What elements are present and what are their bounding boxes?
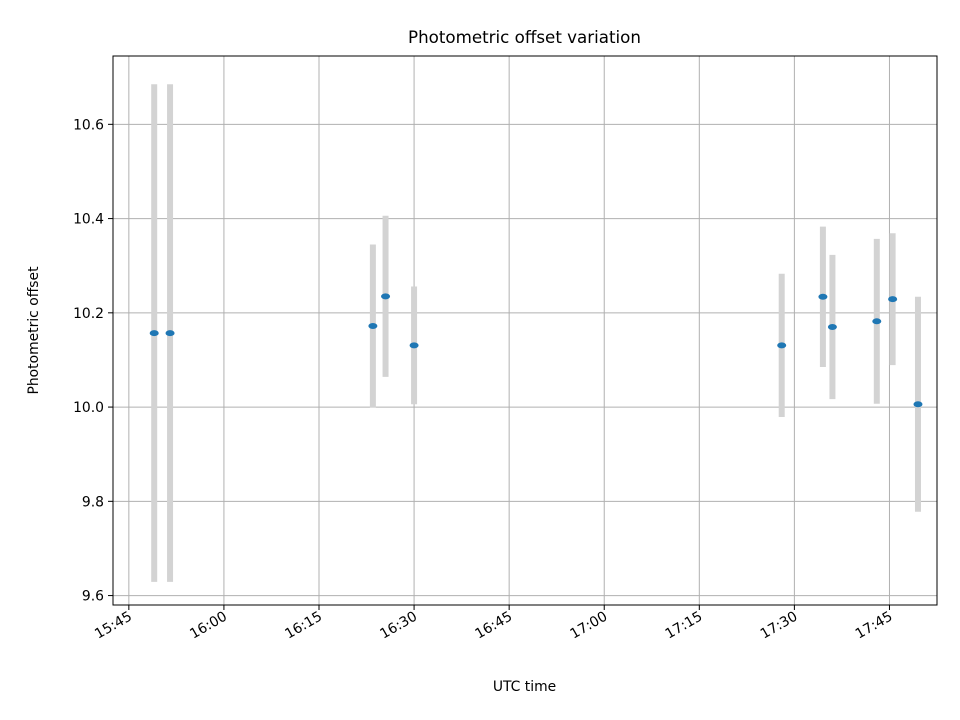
data-point bbox=[368, 323, 378, 330]
data-point bbox=[409, 342, 419, 349]
chart-title: Photometric offset variation bbox=[408, 27, 641, 47]
x-axis-label: UTC time bbox=[493, 679, 556, 695]
x-tick-label: 16:15 bbox=[282, 609, 325, 643]
data-point bbox=[777, 342, 787, 349]
y-axis-ticks: 9.6 9.8 10.0 10.2 10.4 10.6 bbox=[73, 117, 113, 605]
data-points bbox=[149, 293, 923, 408]
x-axis-ticks: 15:45 16:00 16:15 16:30 16:45 17:00 17:15 17:30… bbox=[92, 605, 895, 642]
y-tick-label: 10.0 bbox=[73, 400, 104, 416]
y-tick-label: 9.8 bbox=[82, 494, 104, 510]
plot-frame bbox=[112, 55, 938, 606]
data-point bbox=[818, 293, 828, 300]
y-tick-label: 10.6 bbox=[73, 117, 104, 133]
x-tick-label: 16:45 bbox=[472, 609, 515, 643]
x-tick-label: 15:45 bbox=[92, 609, 135, 643]
x-tick-label: 17:15 bbox=[663, 609, 706, 643]
data-point bbox=[888, 296, 898, 303]
y-axis-label: Photometric offset bbox=[26, 266, 42, 395]
x-tick-label: 17:30 bbox=[758, 609, 801, 643]
y-tick-label: 10.2 bbox=[73, 306, 104, 322]
y-tick-label: 9.6 bbox=[82, 589, 104, 605]
x-tick-label: 16:00 bbox=[187, 609, 230, 643]
data-point bbox=[827, 323, 837, 330]
error-bars bbox=[151, 84, 921, 582]
data-point bbox=[381, 293, 391, 300]
data-point bbox=[872, 318, 882, 325]
x-tick-label: 16:30 bbox=[377, 609, 420, 643]
data-point bbox=[913, 401, 923, 408]
x-tick-label: 17:45 bbox=[853, 609, 896, 643]
grid bbox=[113, 56, 937, 605]
data-point bbox=[149, 330, 159, 337]
data-point bbox=[165, 330, 175, 337]
x-tick-label: 17:00 bbox=[568, 609, 611, 643]
y-tick-label: 10.4 bbox=[73, 212, 104, 228]
